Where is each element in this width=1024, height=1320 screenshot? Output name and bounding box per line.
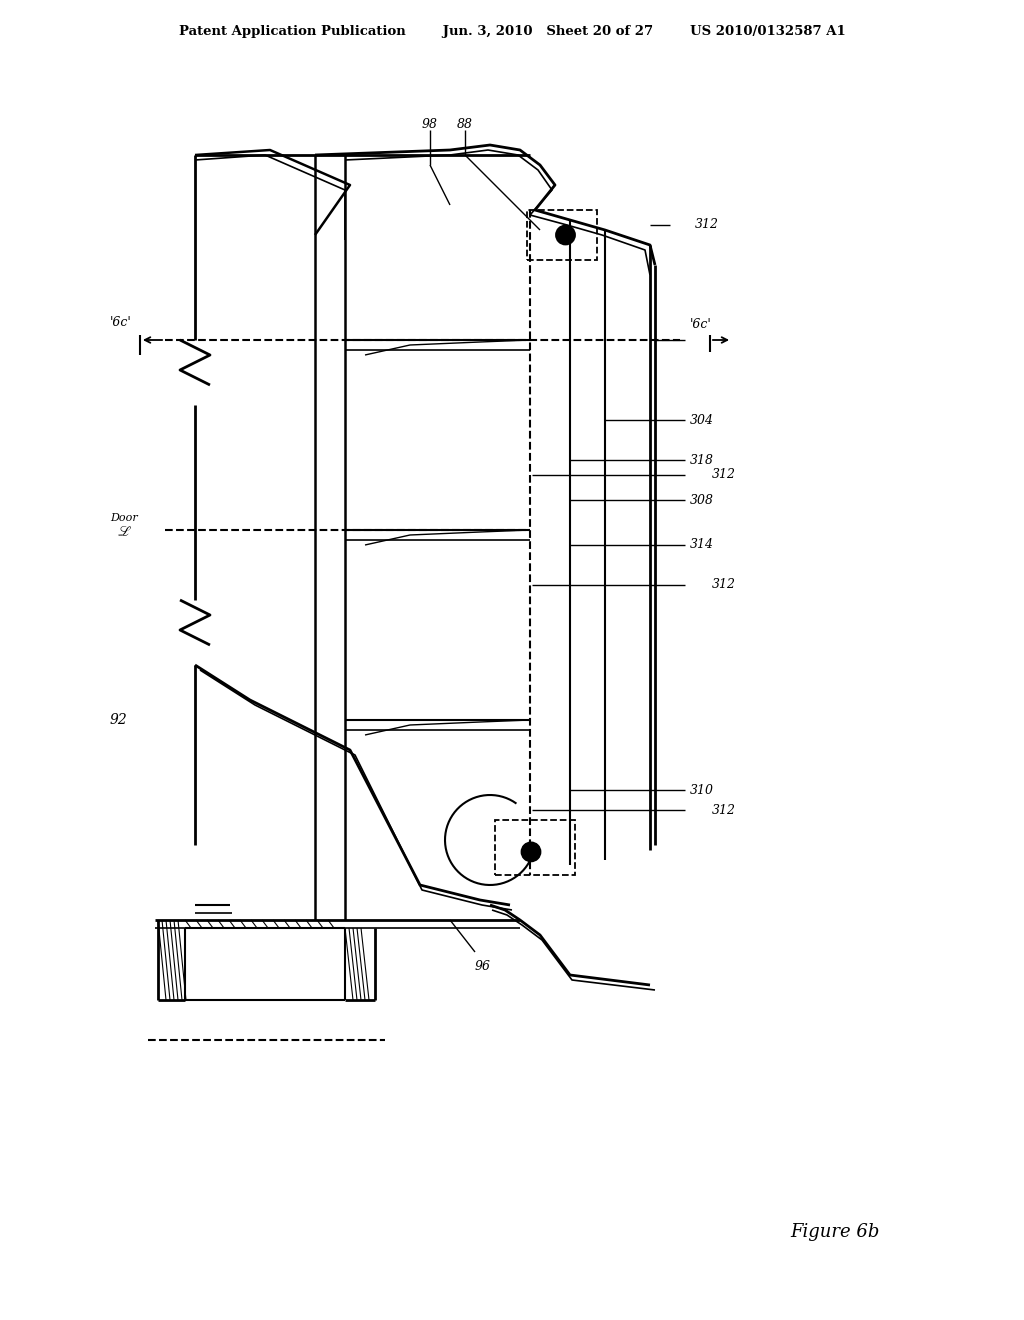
Bar <box>527 210 597 260</box>
Text: '6c': '6c' <box>110 315 132 329</box>
Text: 92: 92 <box>110 713 128 727</box>
Text: 312: 312 <box>712 469 736 482</box>
Text: 314: 314 <box>690 539 714 552</box>
Text: 312: 312 <box>712 804 736 817</box>
Text: 96: 96 <box>475 961 490 974</box>
Text: 88: 88 <box>457 119 473 132</box>
Circle shape <box>556 226 574 244</box>
Text: 310: 310 <box>690 784 714 796</box>
Text: 308: 308 <box>690 494 714 507</box>
Text: 304: 304 <box>690 413 714 426</box>
Text: 318: 318 <box>690 454 714 466</box>
Text: Figure 6b: Figure 6b <box>790 1224 880 1241</box>
Text: Patent Application Publication        Jun. 3, 2010   Sheet 20 of 27        US 20: Patent Application Publication Jun. 3, 2… <box>178 25 846 38</box>
Bar <box>495 820 575 875</box>
Text: '6c': '6c' <box>690 318 712 330</box>
Circle shape <box>522 843 540 861</box>
Text: 98: 98 <box>422 119 438 132</box>
Text: $\mathscr{L}$: $\mathscr{L}$ <box>117 525 132 539</box>
Text: 312: 312 <box>712 578 736 591</box>
Text: Door: Door <box>110 513 138 523</box>
Text: 312: 312 <box>695 219 719 231</box>
